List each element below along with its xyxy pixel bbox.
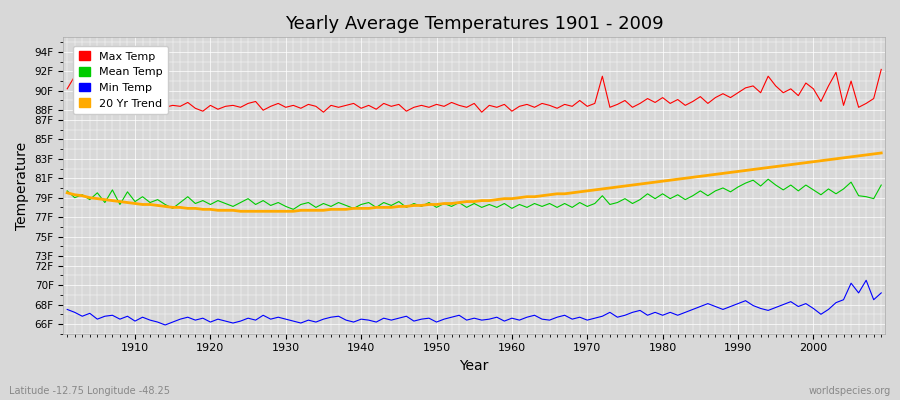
Legend: Max Temp, Mean Temp, Min Temp, 20 Yr Trend: Max Temp, Mean Temp, Min Temp, 20 Yr Tre… bbox=[73, 46, 167, 114]
Text: worldspecies.org: worldspecies.org bbox=[809, 386, 891, 396]
X-axis label: Year: Year bbox=[460, 359, 489, 373]
Y-axis label: Temperature: Temperature bbox=[15, 142, 29, 230]
Text: Latitude -12.75 Longitude -48.25: Latitude -12.75 Longitude -48.25 bbox=[9, 386, 170, 396]
Title: Yearly Average Temperatures 1901 - 2009: Yearly Average Temperatures 1901 - 2009 bbox=[285, 15, 663, 33]
